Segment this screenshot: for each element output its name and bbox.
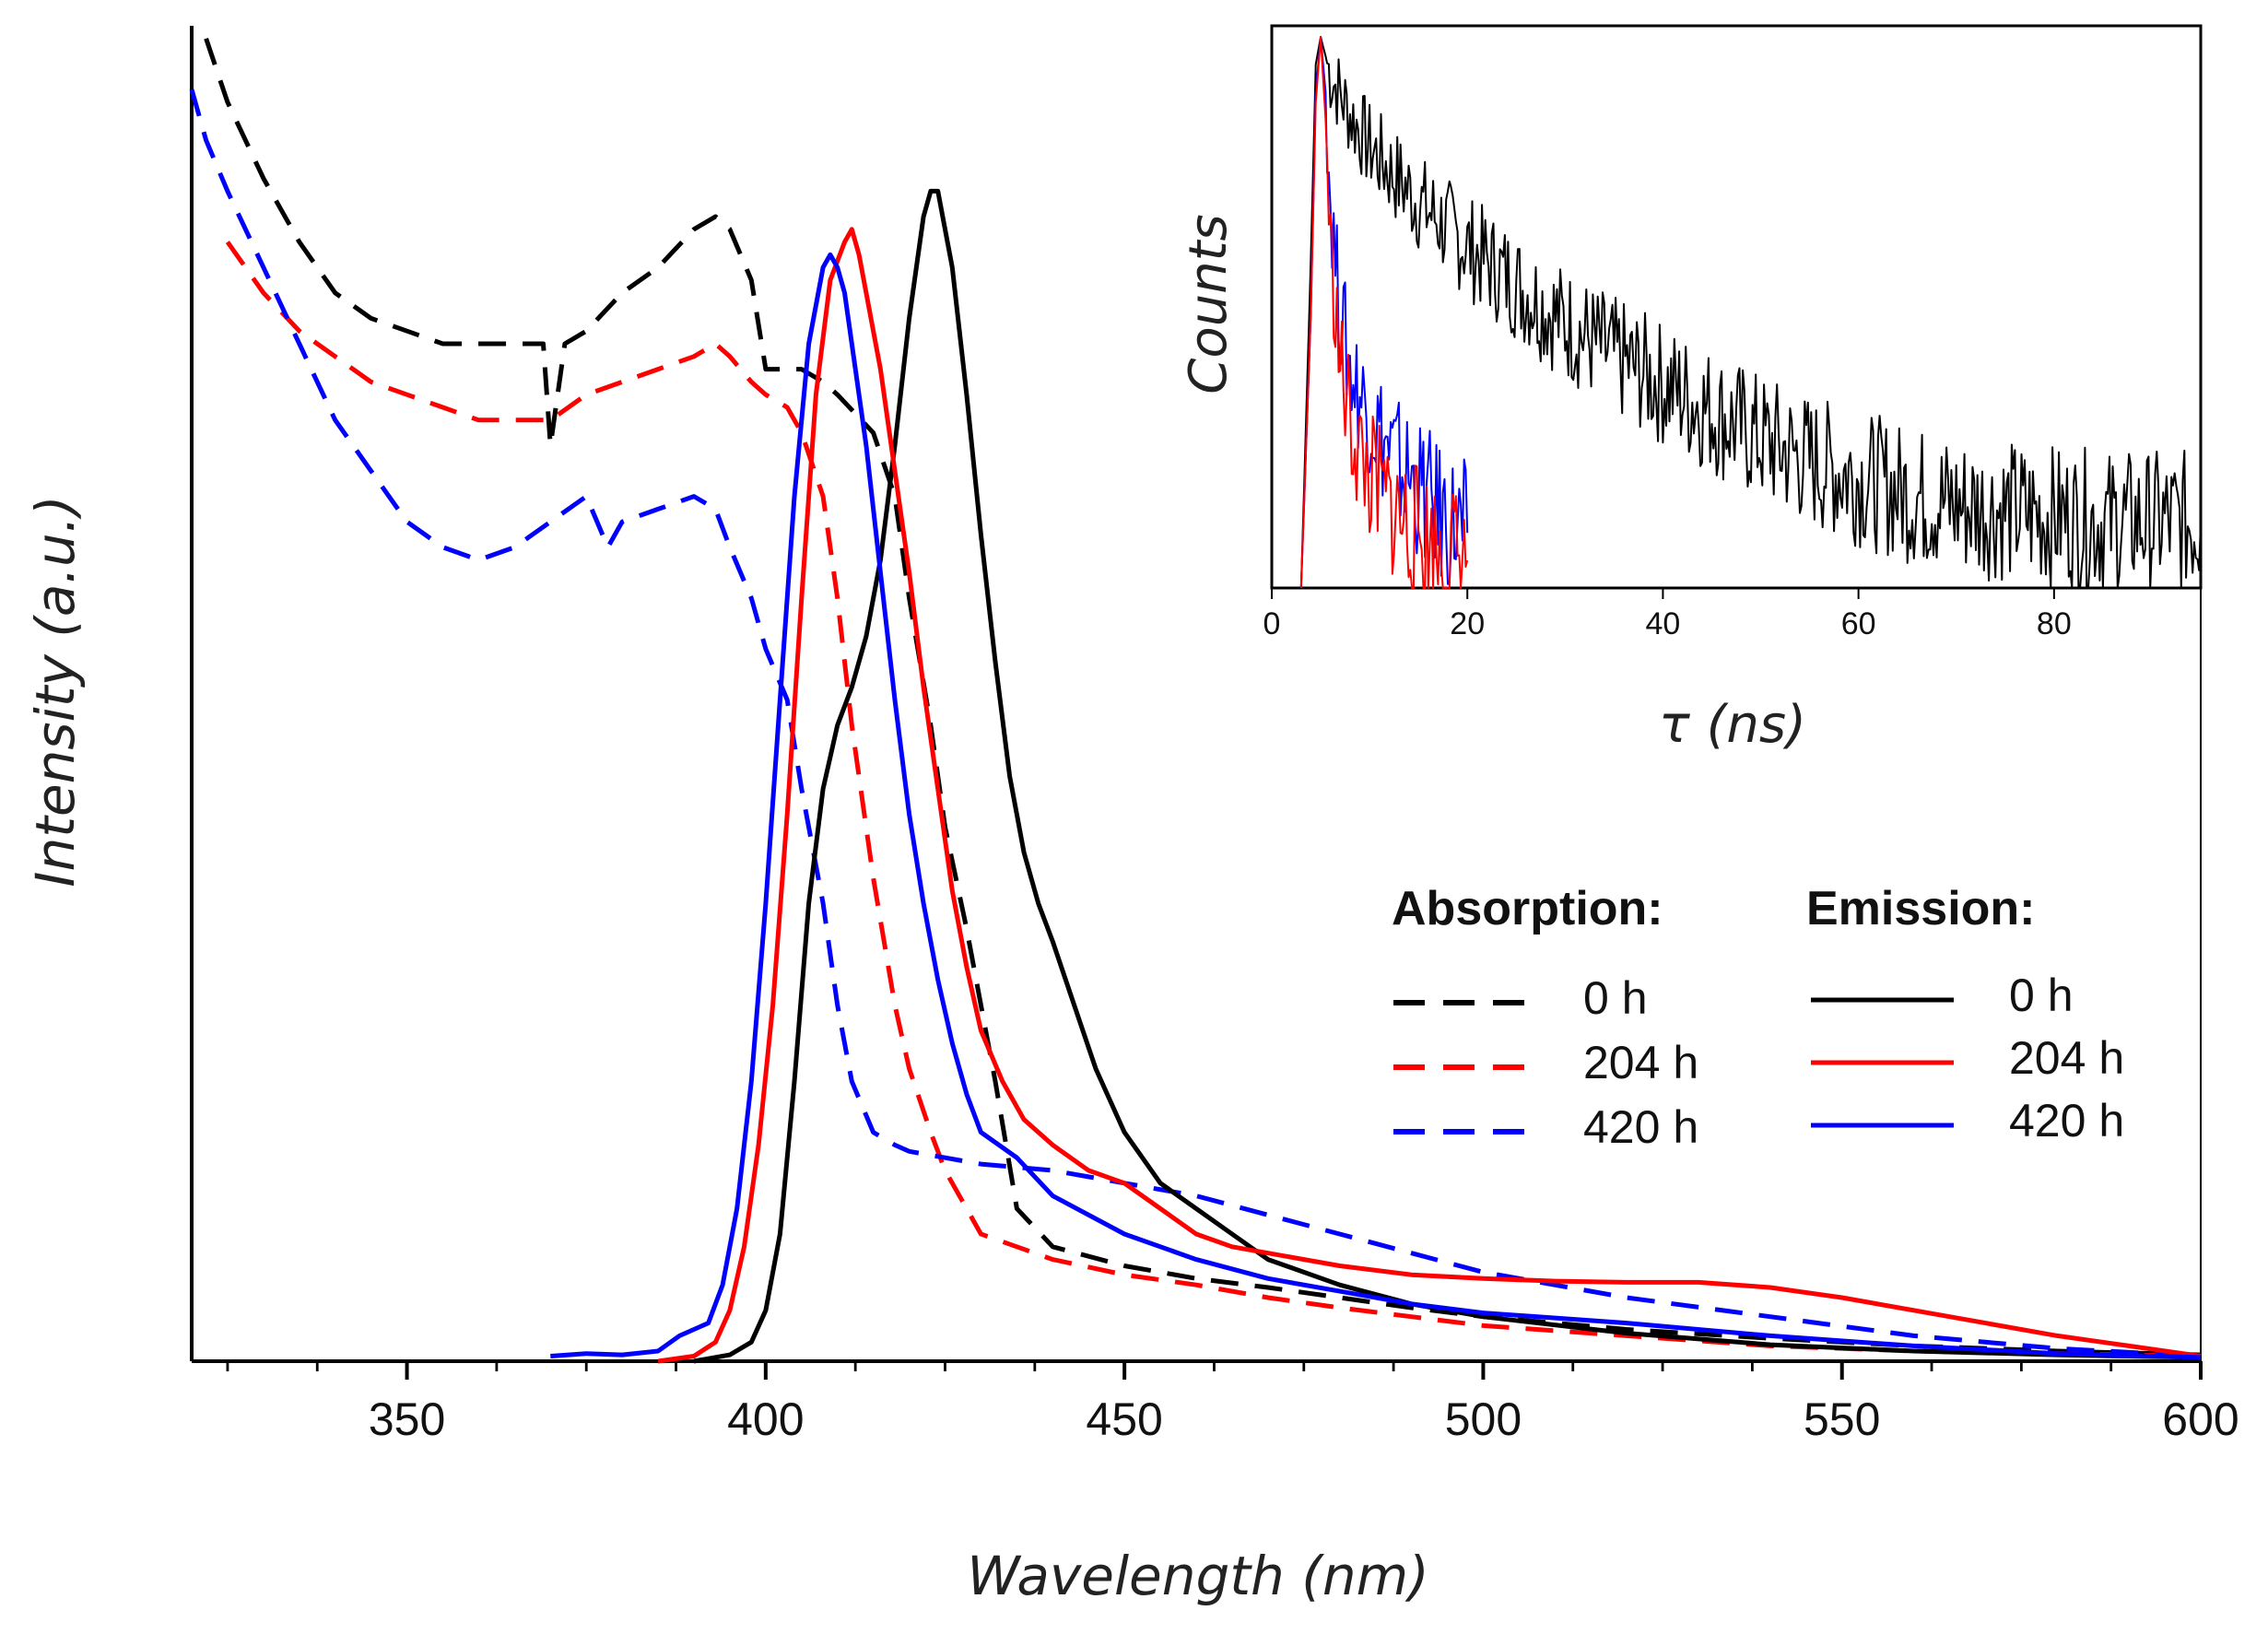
- inset-x-ticks: 0 20 40 60 80: [1263, 588, 2072, 641]
- main-series-emission-420-h: [550, 252, 2202, 1360]
- main-series-group: [189, 38, 2202, 1364]
- legend-abs-420h-label: 420 h: [1583, 1101, 1698, 1153]
- main-plot: 350 400 450 500 550 600: [189, 26, 2239, 1445]
- main-x-tick-label: 500: [1445, 1393, 1522, 1445]
- inset-series-420-h-decay: [1299, 36, 1469, 589]
- legend-abs-0h-label: 0 h: [1583, 972, 1648, 1024]
- legend-em-0h-label: 0 h: [2009, 970, 2074, 1021]
- y-axis-title: Intensity (a.u.): [24, 495, 87, 887]
- inset-x-title: τ (ns): [1659, 695, 1806, 755]
- inset-x-tick-label: 0: [1263, 606, 1281, 641]
- inset-series-0-h-decay: [1299, 36, 2202, 589]
- inset-x-tick-label: 40: [1646, 606, 1681, 641]
- x-axis-title: Wavelength (nm): [967, 1545, 1429, 1607]
- inset-plot: 0 20 40 60 80 τ (ns) Counts: [1179, 24, 2203, 755]
- main-x-tick-label: 350: [369, 1393, 445, 1445]
- main-x-tick-label: 400: [727, 1393, 804, 1445]
- main-x-ticks: 350 400 450 500 550 600: [226, 1361, 2239, 1445]
- main-series-absorption-204-h: [225, 241, 2202, 1358]
- inset-x-tick-label: 80: [2037, 606, 2072, 641]
- inset-series-204-h-decay: [1299, 36, 1469, 589]
- main-series-absorption-420-h: [189, 88, 2202, 1358]
- main-x-tick-label: 550: [1804, 1393, 1880, 1445]
- main-x-tick-label: 600: [2162, 1393, 2239, 1445]
- inset-x-tick-label: 60: [1841, 606, 1876, 641]
- main-x-tick-label: 450: [1086, 1393, 1162, 1445]
- inset-series-group: [1299, 36, 2202, 589]
- legend-em-420h-label: 420 h: [2009, 1095, 2124, 1146]
- legend-absorption-header: Absorption:: [1392, 882, 1663, 935]
- legend-emission-header: Emission:: [1806, 882, 2036, 935]
- main-series-emission-204-h: [657, 227, 2202, 1364]
- legend: Absorption: Emission: 0 h 204 h 420 h 0 …: [1392, 882, 2124, 1153]
- inset-x-tick-label: 20: [1450, 606, 1485, 641]
- main-series-absorption-0-h: [204, 38, 2202, 1358]
- legend-abs-204h-label: 204 h: [1583, 1037, 1698, 1088]
- main-series-emission-0-h: [693, 188, 2202, 1364]
- legend-em-204h-label: 204 h: [2009, 1032, 2124, 1084]
- inset-y-title: Counts: [1179, 214, 1239, 394]
